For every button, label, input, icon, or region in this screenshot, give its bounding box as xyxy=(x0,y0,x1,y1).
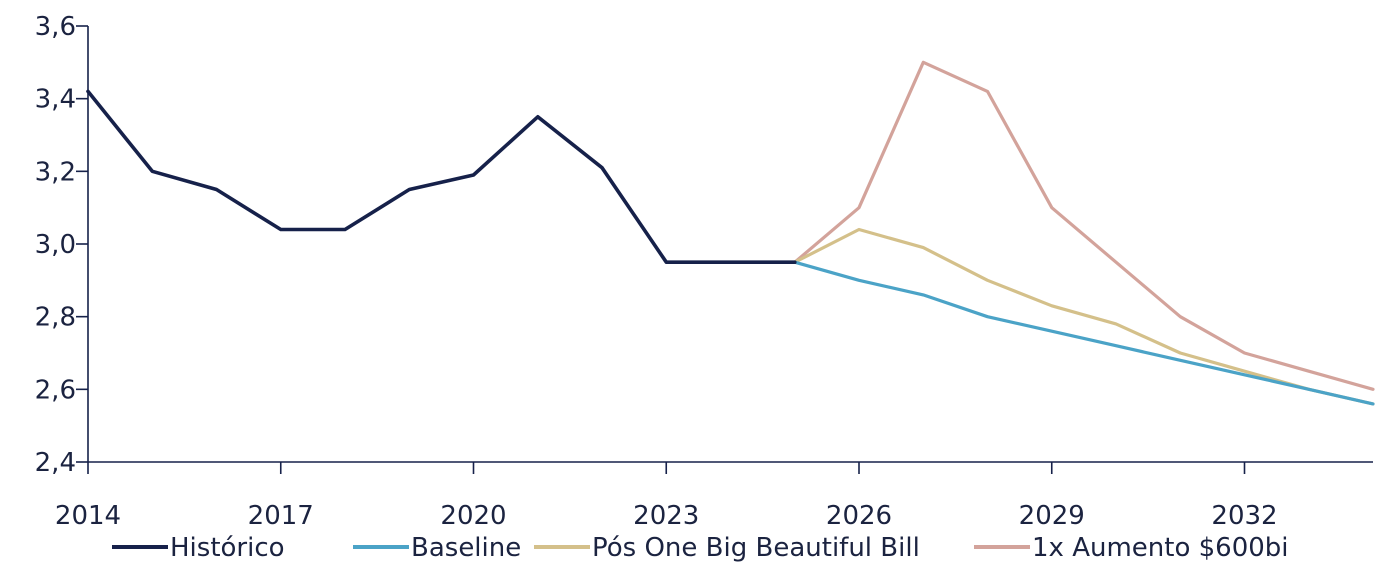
legend-label-0: Histórico xyxy=(170,533,285,563)
legend-label-1: Baseline xyxy=(411,533,521,563)
x-tick-label: 2020 xyxy=(440,501,506,531)
x-tick-label: 2026 xyxy=(826,501,892,531)
x-tick-label: 2029 xyxy=(1019,501,1085,531)
y-tick-label: 3,2 xyxy=(35,157,76,187)
series-line-2 xyxy=(793,227,1375,406)
x-tick-label: 2023 xyxy=(633,501,699,531)
y-tick-label: 2,8 xyxy=(35,303,76,333)
axes: 3,6 3,4 3,2 3,0 2,8 2,6 2,4 2014 2017 2020 2023 202… xyxy=(35,12,1373,531)
y-tick-label: 3,6 xyxy=(35,12,76,42)
y-tick-label: 3,4 xyxy=(35,85,76,115)
y-tick-label: 2,4 xyxy=(35,448,76,478)
legend-label-2: Pós One Big Beautiful Bill xyxy=(592,533,920,563)
series-layer xyxy=(86,60,1375,406)
legend: Histórico Baseline Pós One Big Beautiful B… xyxy=(112,533,1289,563)
series-line-3 xyxy=(793,60,1375,391)
series-line-0 xyxy=(86,89,797,265)
x-tick-label: 2017 xyxy=(248,501,314,531)
series-line-1 xyxy=(793,260,1375,406)
y-tick-label: 2,6 xyxy=(35,375,76,405)
legend-label-3: 1x Aumento $600bi xyxy=(1032,533,1289,563)
x-tick-label: 2014 xyxy=(55,501,121,531)
y-tick-label: 3,0 xyxy=(35,230,76,260)
x-tick-label: 2032 xyxy=(1211,501,1277,531)
